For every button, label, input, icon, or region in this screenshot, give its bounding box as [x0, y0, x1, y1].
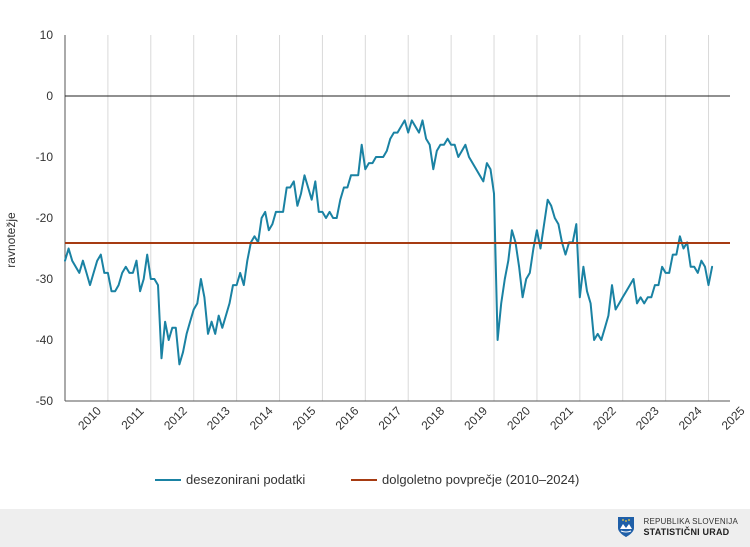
y-tick-label: -30 [36, 272, 54, 286]
y-tick-label: 10 [40, 28, 54, 42]
y-tick-label: 0 [46, 89, 53, 103]
legend-item-seasonally-adjusted: desezonirani podatki [155, 472, 305, 487]
x-tick-label: 2025 [719, 404, 748, 433]
x-tick-label: 2016 [333, 404, 362, 433]
x-tick-label: 2019 [461, 404, 490, 433]
y-tick-label: -40 [36, 333, 54, 347]
x-axis: 2010 2011 2012 2013 2014 2015 2016 2017 2018 2019… [65, 400, 748, 433]
x-tick-label: 2014 [247, 404, 276, 433]
x-tick-label: 2017 [376, 404, 405, 433]
x-tick-label: 2024 [676, 404, 705, 433]
chart-grid [107, 35, 710, 401]
x-tick-label: 2020 [504, 404, 533, 433]
legend-label-long-term-average: dolgoletno povprečje (2010–2024) [382, 472, 580, 487]
x-tick-label: 2021 [547, 404, 576, 433]
y-axis: 10 0 -10 -20 -30 -40 -50 [36, 28, 730, 408]
surs-logo: REPUBLIKA SLOVENIJA STATISTIČNI URAD [617, 516, 738, 538]
legend-item-long-term-average: dolgoletno povprečje (2010–2024) [351, 472, 579, 487]
x-tick-label: 2015 [290, 404, 319, 433]
legend-swatch-long-term-average [351, 478, 377, 481]
x-tick-label: 2011 [118, 404, 146, 432]
series-line-seasonally-adjusted [64, 119, 714, 366]
logo-text-line1: REPUBLIKA SLOVENIJA [643, 517, 738, 526]
x-tick-label: 2010 [75, 404, 104, 433]
y-tick-label: -20 [36, 211, 54, 225]
y-tick-label: -50 [36, 394, 54, 408]
logo-text-line2: STATISTIČNI URAD [643, 527, 730, 537]
legend-label-seasonally-adjusted: desezonirani podatki [186, 472, 306, 487]
y-axis-label: ravnotežje [4, 212, 18, 268]
slovenia-shield-icon [618, 517, 635, 537]
x-tick-label: 2012 [161, 404, 190, 433]
x-tick-label: 2013 [204, 404, 233, 433]
y-tick-label: -10 [36, 150, 54, 164]
x-tick-label: 2023 [633, 404, 662, 433]
chart-legend: desezonirani podatki dolgoletno povprečj… [0, 472, 750, 492]
x-tick-label: 2018 [418, 404, 447, 433]
legend-swatch-seasonally-adjusted [155, 478, 181, 481]
chart-series [64, 119, 730, 366]
line-chart: 100-10-20-30-40-50 2010 2011 2012 2013 2014 2… [4, 28, 748, 433]
x-tick-label: 2022 [590, 404, 619, 433]
footer-bar: REPUBLIKA SLOVENIJA STATISTIČNI URAD [0, 509, 750, 547]
